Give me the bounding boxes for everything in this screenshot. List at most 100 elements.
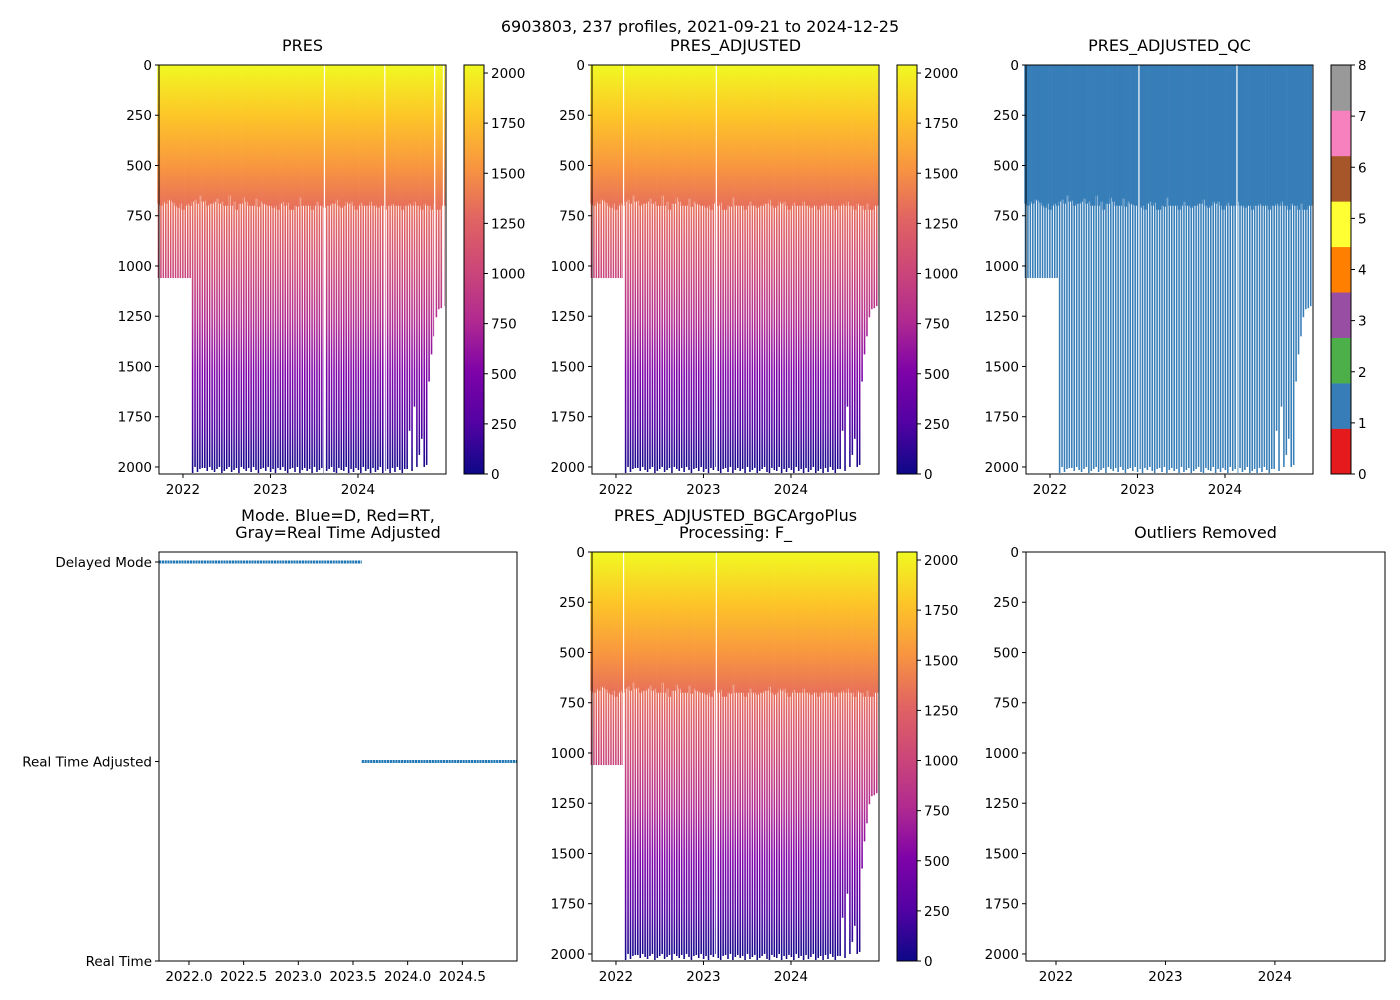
profile-bar-deep bbox=[619, 65, 622, 279]
profile-bar-deep bbox=[191, 65, 194, 473]
profile-bar-deep bbox=[673, 552, 676, 954]
profile-bar-deep bbox=[629, 65, 632, 472]
profile-bar-deep bbox=[610, 65, 612, 279]
profile-bar-deep bbox=[739, 65, 741, 471]
profile-bar-deep bbox=[775, 65, 778, 471]
profile-bar-deep bbox=[1214, 65, 1217, 473]
profile-bar-deep bbox=[233, 65, 235, 470]
panel-title: PRES_ADJUSTED_BGCArgoPlus bbox=[614, 506, 857, 526]
profile-bar-deep bbox=[406, 65, 408, 469]
profile-bar-deep bbox=[1263, 65, 1266, 467]
profile-bar-deep bbox=[802, 65, 805, 473]
profile-bar-deep bbox=[372, 65, 374, 468]
colorbar-tick-label: 1750 bbox=[924, 116, 958, 132]
profile-bar-deep bbox=[676, 552, 678, 956]
profile-bar-deep bbox=[160, 65, 162, 279]
y-tick-label: 1000 bbox=[551, 746, 585, 762]
colorbar-tick-label: 1250 bbox=[924, 216, 958, 232]
profile-bar-deep bbox=[167, 65, 170, 279]
profile-bar-deep bbox=[313, 65, 316, 467]
profile-bar-deep bbox=[736, 552, 739, 955]
y-tick-label: 500 bbox=[993, 158, 1019, 174]
profile-bar-deep bbox=[328, 65, 330, 469]
profile-bar-deep bbox=[162, 65, 165, 279]
profile-bar-deep bbox=[1207, 65, 1210, 470]
profile-bar-deep bbox=[836, 552, 839, 956]
profile-bar-deep bbox=[590, 552, 593, 766]
profile-bar-deep bbox=[267, 65, 269, 467]
profile-bar-deep bbox=[632, 65, 634, 469]
x-tick-label: 2024 bbox=[774, 482, 808, 498]
profile-bar-deep bbox=[666, 65, 668, 470]
profile-bar-deep bbox=[208, 65, 211, 467]
colorbar-tick-label: 2000 bbox=[924, 66, 958, 82]
colorbar-segment bbox=[1331, 292, 1351, 338]
profile-bar-deep bbox=[790, 65, 793, 470]
profile-bar-deep bbox=[634, 65, 637, 468]
panel-title-line2: Gray=Real Time Adjusted bbox=[235, 523, 441, 542]
colorbar-tick-label: 1750 bbox=[924, 603, 958, 619]
profile-bar-deep bbox=[1224, 65, 1227, 470]
profile-bar-deep bbox=[282, 65, 284, 467]
plot-area bbox=[1024, 65, 1313, 474]
y-tick-label: Real Time bbox=[86, 954, 152, 970]
profile-bar-deep bbox=[668, 552, 671, 955]
profile-bar-deep bbox=[654, 65, 656, 473]
profile-bar-deep bbox=[335, 65, 338, 473]
profile-bar-deep bbox=[607, 552, 610, 766]
profile-bar-deep bbox=[1256, 65, 1258, 473]
profile-bar-deep bbox=[773, 65, 776, 470]
profile-bar-deep bbox=[1222, 65, 1224, 468]
colorbar: 0 250 500 750 1000 1250 1500 1750 2000 bbox=[463, 64, 525, 483]
profile-bar-deep bbox=[1229, 65, 1232, 467]
x-tick-label: 2023.0 bbox=[275, 969, 322, 985]
profile-bar-deep bbox=[646, 65, 649, 472]
profile-bar-deep bbox=[834, 65, 837, 473]
profile-bar-deep bbox=[751, 65, 754, 470]
profile-bar-deep bbox=[756, 65, 759, 473]
profile-bar-deep bbox=[289, 65, 291, 469]
profile-bar-deep bbox=[1275, 65, 1278, 431]
profile-bar-deep bbox=[204, 65, 206, 468]
profile-bar-deep bbox=[676, 65, 678, 469]
profile-bar-deep bbox=[685, 65, 688, 467]
profile-bar-deep bbox=[279, 65, 282, 470]
profile-bar-deep bbox=[216, 65, 218, 469]
profile-bar-deep bbox=[1183, 65, 1185, 472]
profile-bar-deep bbox=[832, 65, 834, 470]
profile-bar-deep bbox=[1292, 65, 1295, 465]
profile-bar-deep bbox=[243, 65, 245, 469]
y-tick-label: 1250 bbox=[551, 796, 585, 812]
profile-bar-deep bbox=[1129, 65, 1132, 468]
profile-bar-deep bbox=[1219, 65, 1222, 472]
profile-bar-deep bbox=[1185, 65, 1188, 470]
profile-bar-deep bbox=[632, 552, 634, 956]
profile-bar-deep bbox=[1085, 65, 1088, 467]
profile-bar-deep bbox=[712, 552, 715, 957]
profile-bar-deep bbox=[364, 65, 367, 471]
profile-bar-deep bbox=[433, 65, 435, 337]
profile-bar-deep bbox=[861, 65, 863, 382]
profile-bar-deep bbox=[719, 65, 722, 473]
profile-bar-deep bbox=[425, 65, 428, 465]
profile-bar-deep bbox=[1027, 65, 1029, 279]
y-tick-label: 0 bbox=[143, 58, 152, 74]
profile-bar-deep bbox=[1297, 65, 1300, 355]
colorbar-tick-label: 250 bbox=[924, 904, 950, 920]
profile-bar-deep bbox=[749, 552, 751, 959]
profile-bar-deep bbox=[1034, 65, 1037, 279]
profile-bar-deep bbox=[810, 65, 812, 470]
profile-bar-deep bbox=[700, 552, 702, 954]
y-tick-label: 2000 bbox=[551, 947, 585, 963]
profile-bar-deep bbox=[421, 65, 423, 439]
profile-bar-deep bbox=[729, 552, 732, 954]
colorbar-segment bbox=[1331, 337, 1351, 384]
profile-bar-deep bbox=[228, 65, 230, 467]
profile-bar-deep bbox=[199, 65, 201, 469]
profile-bar-deep bbox=[169, 65, 172, 279]
profile-bar-deep bbox=[785, 65, 788, 472]
profile-bar-deep bbox=[386, 65, 389, 469]
profile-bar-deep bbox=[768, 552, 771, 960]
x-tick-label: 2022.0 bbox=[165, 969, 212, 985]
missing-profile-gap bbox=[434, 65, 436, 474]
